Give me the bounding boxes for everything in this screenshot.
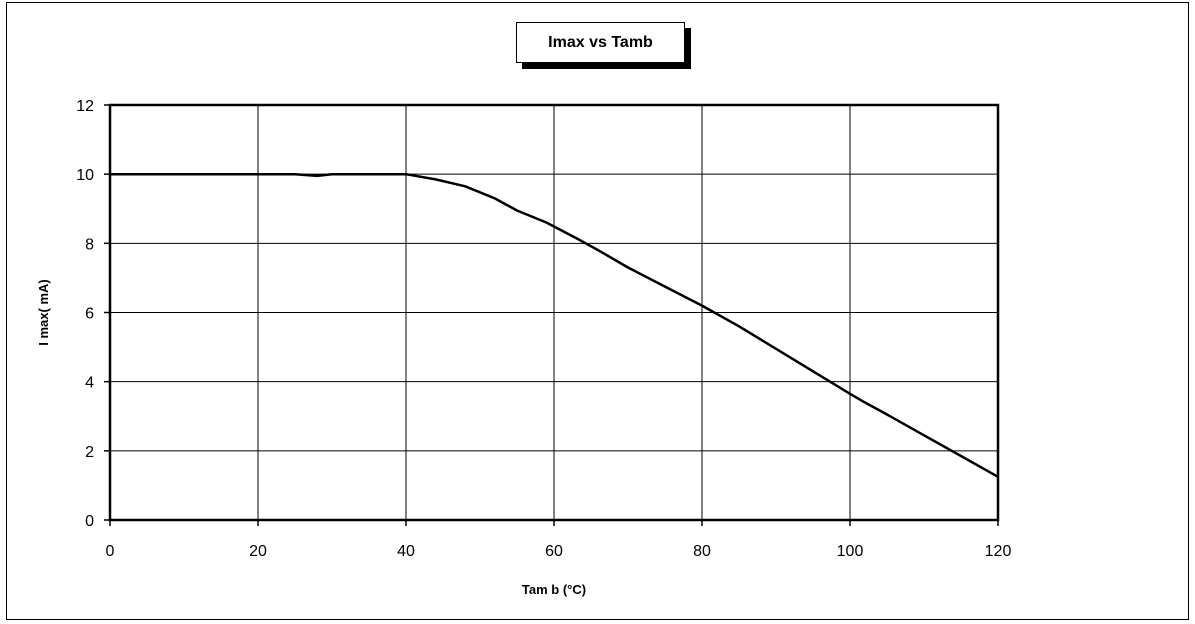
chart-title: Imax vs Tamb: [516, 22, 685, 63]
y-tick-label: 4: [85, 375, 94, 392]
y-tick-label: 2: [85, 444, 94, 461]
x-tick-label: 80: [693, 543, 711, 560]
x-tick-label: 20: [249, 543, 267, 560]
x-tick-label: 60: [545, 543, 563, 560]
x-tick-label: 0: [106, 543, 115, 560]
x-tick-label: 100: [837, 543, 864, 560]
grid-layer: [110, 105, 998, 520]
y-axis-title: I max( mA): [36, 279, 51, 345]
x-tick-label: 40: [397, 543, 415, 560]
y-tick-label: 6: [85, 306, 94, 323]
y-tick-label: 0: [85, 513, 94, 530]
series-layer: [110, 172, 999, 478]
y-tick-label: 12: [76, 98, 94, 115]
x-tick-label: 120: [985, 543, 1012, 560]
x-axis-title: Tam b (°C): [522, 582, 586, 597]
y-tick-label: 8: [85, 236, 94, 253]
y-tick-label: 10: [76, 167, 94, 184]
tick-layer: 0 20 40 60 80 100 120 0 2 4 6 8 10 12: [76, 98, 1011, 560]
series-line: [110, 172, 999, 478]
